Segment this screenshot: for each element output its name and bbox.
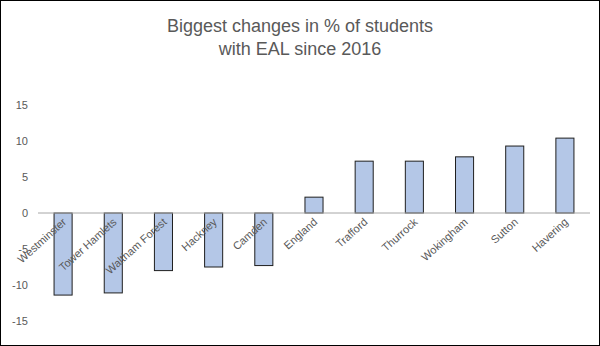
chart: Biggest changes in % of students with EAL… — [0, 0, 600, 346]
x-tick-label: Camden — [230, 216, 269, 253]
bar — [556, 138, 574, 213]
x-tick-label: Sutton — [488, 216, 520, 246]
x-tick-label: Havering — [529, 216, 570, 254]
bar — [456, 157, 474, 213]
y-tick-label: 15 — [16, 99, 28, 111]
chart-frame — [1, 1, 600, 346]
x-tick-label: Westminster — [15, 215, 69, 265]
x-axis-line — [38, 213, 590, 214]
x-tick-label: Hackney — [179, 215, 219, 253]
y-tick-label: 5 — [22, 171, 28, 183]
x-tick-label: Wokingham — [419, 216, 470, 264]
chart-title-line: with EAL since 2016 — [218, 39, 381, 59]
x-tick-label: Trafford — [333, 216, 369, 250]
x-tick-label: Thurrock — [379, 215, 420, 253]
x-tick-label: Waltham Forest — [103, 216, 168, 277]
bars — [54, 138, 574, 295]
bar — [506, 146, 524, 213]
bar — [355, 161, 373, 213]
chart-title: Biggest changes in % of students with EAL… — [167, 16, 433, 59]
y-tick-label: 0 — [22, 207, 28, 219]
x-tick-label: England — [281, 216, 319, 252]
chart-container: Biggest changes in % of students with EAL… — [0, 0, 600, 346]
y-tick-label: 10 — [16, 135, 28, 147]
y-tick-label: -15 — [12, 315, 28, 327]
chart-title-line: Biggest changes in % of students — [167, 16, 433, 36]
bar — [405, 161, 423, 213]
bar — [305, 197, 323, 213]
y-tick-label: -10 — [12, 279, 28, 291]
